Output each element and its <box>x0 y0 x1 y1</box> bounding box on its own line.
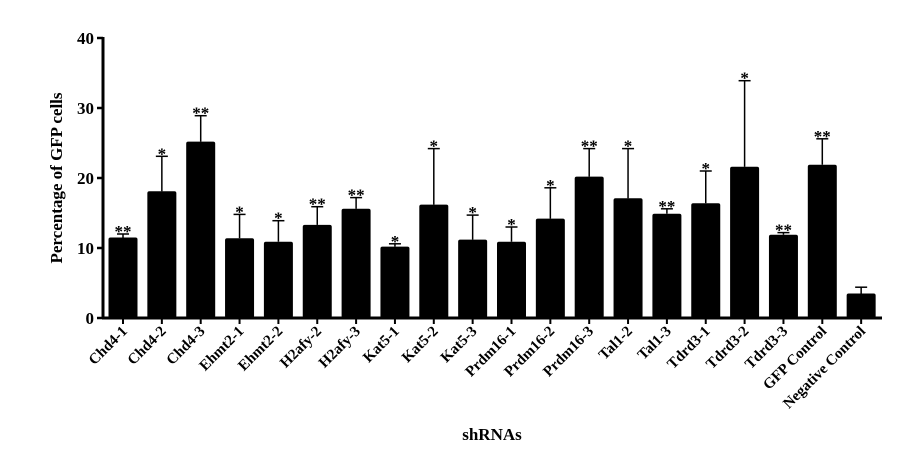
significance-label: ** <box>192 104 209 123</box>
significance-label: * <box>507 215 516 234</box>
y-tick-label: 20 <box>77 169 94 188</box>
bar <box>574 176 604 318</box>
x-tick-label: Chd4-1 <box>86 324 131 369</box>
bar <box>147 191 177 318</box>
significance-label: * <box>702 159 711 178</box>
x-tick-label: Kat5-1 <box>360 324 403 367</box>
bar <box>263 241 293 318</box>
y-tick-label: 30 <box>77 99 94 118</box>
significance-label: * <box>624 137 633 156</box>
y-tick-label: 40 <box>77 29 94 48</box>
significance-label: * <box>546 176 555 195</box>
significance-label: ** <box>309 195 326 214</box>
significance-label: ** <box>658 197 675 216</box>
significance-label: * <box>235 202 244 221</box>
significance-label: ** <box>115 222 132 241</box>
significance-label: * <box>740 69 749 88</box>
y-tick-label: 0 <box>86 309 95 328</box>
significance-label: * <box>158 144 167 163</box>
significance-label: * <box>468 203 477 222</box>
y-tick-label: 10 <box>77 239 94 258</box>
significance-label: * <box>274 209 283 228</box>
bar <box>730 166 760 318</box>
x-tick-label: Chd4-2 <box>125 324 170 369</box>
significance-label: * <box>391 232 400 251</box>
x-tick-label: Tal1-2 <box>596 324 636 364</box>
significance-label: ** <box>581 137 598 156</box>
bar <box>341 208 371 318</box>
bar <box>380 246 410 318</box>
x-axis-label: shRNAs <box>462 425 522 444</box>
x-axis: Chd4-1Chd4-2Chd4-3Ehmt2-1Ehmt2-2H2afy-2H… <box>86 316 882 412</box>
significance-label: ** <box>814 127 831 146</box>
bars: ****** *** ********* ********* <box>108 69 876 318</box>
bar <box>458 239 488 318</box>
bar <box>768 234 798 318</box>
bar <box>108 237 138 318</box>
bar <box>652 213 682 318</box>
bar <box>497 241 526 318</box>
x-tick-label: H2afy-2 <box>277 324 325 372</box>
bar <box>613 198 643 318</box>
x-tick-label: Kat5-2 <box>399 324 442 367</box>
bar <box>846 293 876 318</box>
bar <box>302 224 332 318</box>
x-tick-label: H2afy-3 <box>316 324 364 372</box>
bar <box>225 238 255 318</box>
significance-label: ** <box>775 221 792 240</box>
significance-label: ** <box>348 186 365 205</box>
bar <box>186 141 216 318</box>
bar <box>535 218 565 318</box>
bar <box>691 203 721 318</box>
bar <box>419 204 449 318</box>
significance-label: * <box>430 137 439 156</box>
y-axis: 0 10 20 30 40 <box>77 29 105 328</box>
bar <box>807 164 837 318</box>
y-axis-label: Percentage of GFP cells <box>47 92 66 263</box>
